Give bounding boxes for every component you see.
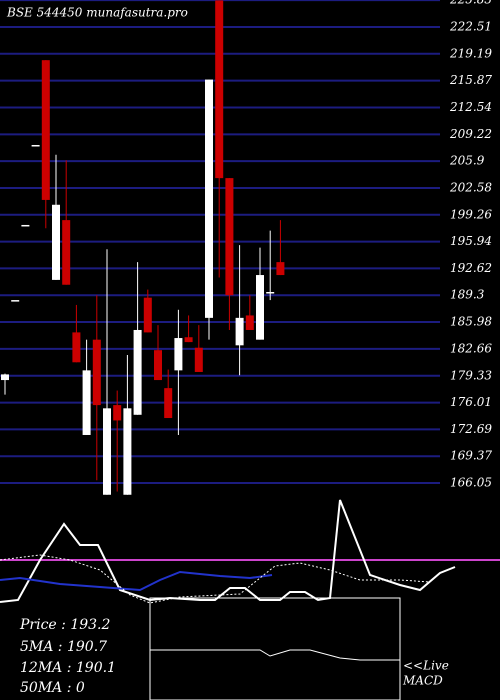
candle-body bbox=[72, 332, 81, 363]
y-tick-label: 166.05 bbox=[450, 476, 492, 490]
y-tick-label: 179.33 bbox=[450, 368, 492, 382]
candle-body bbox=[62, 220, 71, 285]
info-text: 50MA : 0 bbox=[20, 680, 85, 696]
y-tick-label: 192.62 bbox=[450, 261, 492, 275]
candle-body bbox=[205, 79, 213, 318]
y-tick-label: 199.26 bbox=[450, 207, 492, 221]
candle-body bbox=[21, 224, 30, 227]
y-tick-label: 212.54 bbox=[449, 100, 492, 114]
candle-body bbox=[235, 317, 244, 346]
candle-body bbox=[11, 300, 20, 302]
dotted-line bbox=[0, 554, 431, 604]
signal-line bbox=[0, 570, 273, 592]
y-tick-label: 185.98 bbox=[450, 315, 492, 329]
candle-body bbox=[215, 0, 224, 179]
y-tick-label: 195.94 bbox=[450, 234, 492, 248]
info-text: 12MA : 190.1 bbox=[20, 660, 116, 676]
candle-body bbox=[174, 338, 183, 371]
candle-body bbox=[41, 60, 50, 200]
y-tick-label: 209.22 bbox=[449, 127, 492, 141]
y-tick-label: 222.51 bbox=[449, 19, 492, 33]
candle-body bbox=[266, 292, 275, 294]
candle-body bbox=[276, 262, 285, 276]
info-text: Price : 193.2 bbox=[19, 617, 111, 633]
candle-body bbox=[245, 315, 254, 330]
info-text: 5MA : 190.7 bbox=[20, 639, 107, 655]
candle-body bbox=[133, 329, 142, 415]
y-tick-label: 202.58 bbox=[449, 180, 492, 194]
candles bbox=[1, 0, 285, 495]
y-tick-label: 225.83 bbox=[449, 0, 492, 7]
y-tick-label: 219.19 bbox=[449, 46, 492, 60]
candle-body bbox=[92, 339, 101, 406]
y-tick-label: 215.87 bbox=[449, 73, 492, 87]
candle-body bbox=[103, 408, 111, 495]
indicator-panel bbox=[0, 499, 500, 700]
histogram-box bbox=[149, 597, 401, 700]
y-tick-label: 176.01 bbox=[450, 395, 492, 409]
y-tick-label: 182.66 bbox=[450, 341, 492, 355]
macd-label: MACD bbox=[402, 674, 443, 688]
candle-body bbox=[154, 350, 162, 381]
candle-body bbox=[52, 204, 60, 280]
candle-body bbox=[225, 178, 234, 296]
candle-body bbox=[113, 405, 122, 421]
y-tick-label: 172.69 bbox=[450, 422, 492, 436]
histogram-line bbox=[150, 649, 400, 661]
candle-body bbox=[194, 347, 203, 372]
macd-line bbox=[0, 499, 456, 603]
candle-body bbox=[184, 337, 193, 343]
y-tick-label: 169.37 bbox=[450, 449, 492, 463]
y-tick-label: 189.3 bbox=[450, 288, 485, 302]
y-tick-label: 205.9 bbox=[449, 154, 485, 168]
candle-body bbox=[256, 275, 264, 340]
chart-title: BSE 544450 munafasutra.pro bbox=[6, 6, 188, 20]
candle-body bbox=[123, 408, 132, 495]
grid: 225.83 222.51 219.19 215.87 212.54 209.22 205.… bbox=[0, 0, 492, 490]
macd-label: <<Live bbox=[403, 659, 449, 673]
candle-body bbox=[82, 370, 91, 435]
candle-body bbox=[1, 374, 9, 381]
candle-body bbox=[31, 144, 40, 147]
candle-body bbox=[143, 297, 152, 333]
candle-body bbox=[164, 388, 173, 419]
